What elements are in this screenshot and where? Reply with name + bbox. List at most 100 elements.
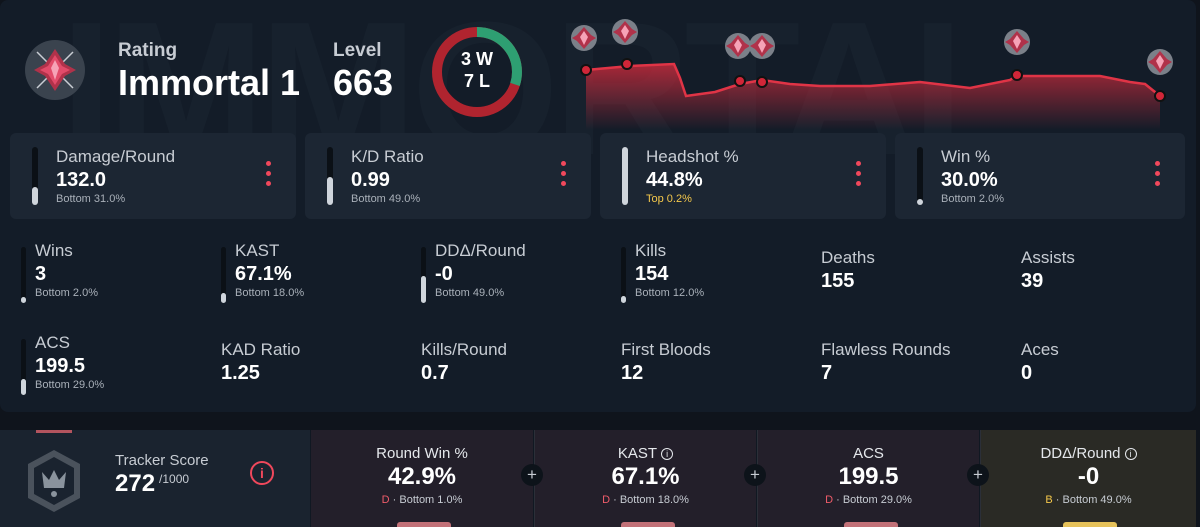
strip-accent [36, 430, 72, 433]
sub-label-text: KAST [617, 445, 658, 462]
stat-label: KAST [235, 241, 280, 260]
stat-value: 155 [821, 270, 855, 292]
stat-card-headshot: Headshot % 44.8% Top 0.2% [600, 133, 886, 219]
tracker-score-value: 272/1000 [115, 470, 189, 498]
stat-value: 0.7 [421, 362, 449, 384]
sub-rank-text: Bottom 18.0% [619, 494, 689, 506]
stat-rank: Bottom 29.0% [35, 379, 105, 391]
rank-change-icon [1147, 49, 1173, 75]
plus-icon: + [521, 464, 543, 486]
rank-point[interactable] [1154, 90, 1166, 102]
sub-label: Round Win % [311, 445, 533, 462]
stat-label: Assists [1021, 248, 1075, 267]
sub-rank: B · Bottom 49.0% [1045, 494, 1132, 506]
rank-point[interactable] [1011, 69, 1023, 81]
stat-rank: Bottom 2.0% [35, 287, 98, 299]
sub-rank: D · Bottom 29.0% [825, 494, 912, 506]
stat-rank: Bottom 49.0% [351, 193, 421, 205]
stat-value: 154 [635, 263, 669, 285]
stat-wins: Wins 3 Bottom 2.0% [21, 241, 211, 303]
plus-icon: + [744, 464, 766, 486]
tracker-score-max: /1000 [159, 472, 190, 486]
tracker-score-summary[interactable]: Tracker Score 272/1000 i [0, 430, 310, 527]
stat-label: Deaths [821, 248, 875, 267]
rank-point[interactable] [580, 64, 592, 76]
sub-value: 199.5 [838, 463, 899, 490]
stats-panel: IMMORTAL Rating Immortal 1 Level 663 3 W… [0, 0, 1196, 412]
grade-letter: D [825, 494, 834, 506]
sub-label: DDΔ/Round i [981, 445, 1196, 462]
percentile-bar-fill [622, 147, 628, 205]
stat-kad-ratio: KAD Ratio 1.25 [221, 340, 411, 400]
tracker-sub-dd-delta[interactable]: DDΔ/Round i -0 B · Bottom 49.0% [980, 430, 1196, 527]
rank-change-icon [725, 33, 751, 59]
info-icon[interactable]: i [661, 448, 674, 460]
kebab-menu-icon[interactable] [561, 161, 567, 189]
stat-label: ACS [35, 333, 70, 352]
percentile-bar [21, 247, 26, 303]
rank-point[interactable] [734, 75, 746, 87]
stat-label: Damage/Round [56, 147, 176, 166]
rank-change-icon [571, 25, 597, 51]
tracker-sub-acs[interactable]: ACS 199.5 D · Bottom 29.0% [757, 430, 979, 527]
rank-point[interactable] [621, 58, 633, 70]
rank-history-area [586, 64, 1160, 130]
plus-icon: + [967, 464, 989, 486]
percentile-bar [917, 147, 923, 205]
stat-value: 0 [1021, 362, 1033, 384]
rank-history-line [585, 62, 1161, 98]
percentile-bar [327, 147, 333, 205]
grade-letter: D [381, 494, 390, 506]
stat-value: 0.99 [351, 169, 390, 191]
tracker-badge-icon [28, 450, 80, 512]
stat-rank: Bottom 31.0% [56, 193, 126, 205]
rank-change-icon [612, 19, 638, 45]
stat-kills-round: Kills/Round 0.7 [421, 340, 611, 400]
rank-change-icon [1004, 29, 1030, 55]
stat-rank: Top 0.2% [646, 193, 692, 205]
info-icon[interactable]: i [1124, 448, 1137, 460]
stat-label: K/D Ratio [351, 147, 424, 166]
rank-history-chart[interactable] [570, 18, 1180, 130]
stat-rank: Bottom 12.0% [635, 287, 705, 299]
immortal-rank-icon [25, 40, 85, 100]
stat-deaths: Deaths 155 [821, 248, 1011, 308]
rank-change-icon [749, 33, 775, 59]
info-icon[interactable]: i [250, 461, 274, 485]
percentile-bar-fill [21, 378, 26, 395]
percentile-bar-fill [917, 199, 923, 205]
sub-grade-tab [621, 522, 675, 527]
percentile-bar-fill [32, 187, 38, 205]
percentile-bar [621, 247, 626, 303]
stat-flawless-rounds: Flawless Rounds 7 [821, 340, 1011, 400]
rank-point[interactable] [756, 76, 768, 88]
sub-grade-tab [844, 522, 898, 527]
stat-card-damage-round: Damage/Round 132.0 Bottom 31.0% [10, 133, 296, 219]
stat-label: DDΔ/Round [435, 241, 526, 260]
stat-value: 39 [1021, 270, 1044, 292]
tracker-score-label: Tracker Score [115, 452, 209, 469]
grade-letter: B [1045, 494, 1053, 506]
stat-kast: KAST 67.1% Bottom 18.0% [221, 241, 411, 303]
losses-count: 7 L [463, 71, 490, 91]
kebab-menu-icon[interactable] [266, 161, 272, 189]
sub-label: KAST i [535, 445, 756, 462]
percentile-bar-fill [421, 275, 426, 303]
kebab-menu-icon[interactable] [1155, 161, 1161, 189]
stat-label: Aces [1021, 340, 1059, 359]
stat-value: 199.5 [35, 355, 86, 377]
stat-value: 3 [35, 263, 47, 285]
stat-value: 7 [821, 362, 833, 384]
sub-value: -0 [1077, 463, 1100, 490]
stat-label: Headshot % [646, 147, 739, 166]
percentile-bar [622, 147, 628, 205]
tracker-sub-round-win[interactable]: Round Win % 42.9% D · Bottom 1.0% [311, 430, 533, 527]
percentile-bar-fill [21, 297, 26, 303]
kebab-menu-icon[interactable] [856, 161, 862, 189]
stat-value: 44.8% [646, 169, 703, 191]
tracker-sub-kast[interactable]: KAST i 67.1% D · Bottom 18.0% [534, 430, 756, 527]
sub-value: 42.9% [387, 463, 457, 490]
sub-label-text: Round Win % [376, 445, 468, 462]
sub-label: ACS [758, 445, 979, 462]
tracker-score-strip: Tracker Score 272/1000 i Round Win % 42.… [0, 430, 1196, 527]
